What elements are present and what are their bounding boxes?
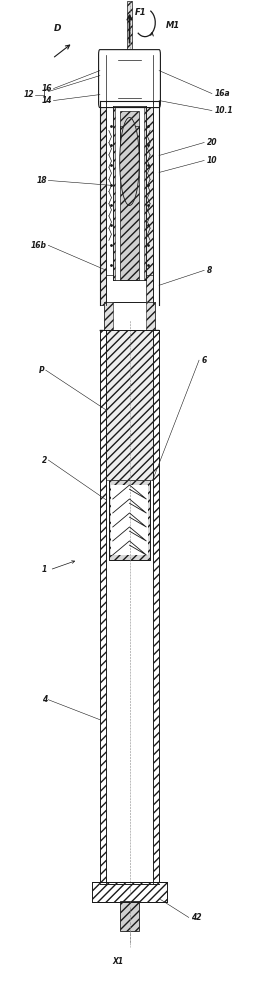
Text: 14: 14 [42, 96, 52, 105]
Text: 4: 4 [42, 695, 47, 704]
Text: 20: 20 [207, 138, 217, 147]
Text: P: P [39, 366, 45, 375]
Bar [127, 1, 132, 55]
Text: 42: 42 [191, 913, 202, 922]
Text: M1: M1 [166, 21, 180, 30]
Bar [118, 60, 141, 98]
Text: F1: F1 [135, 8, 146, 17]
Ellipse shape [120, 118, 139, 205]
Bar [100, 330, 159, 884]
Text: 6: 6 [202, 356, 207, 365]
Bar [104, 302, 155, 338]
Text: 10.1: 10.1 [214, 106, 233, 115]
Text: D: D [54, 24, 61, 33]
Bar [146, 302, 155, 338]
Bar [106, 330, 153, 884]
FancyBboxPatch shape [99, 50, 160, 108]
Text: X1: X1 [112, 957, 124, 966]
Text: 10: 10 [207, 156, 217, 165]
Bar [153, 55, 159, 103]
Bar [120, 111, 139, 280]
Bar [111, 485, 148, 555]
Bar [120, 901, 139, 931]
Bar [109, 480, 150, 560]
Text: 16: 16 [42, 84, 52, 93]
Text: 8: 8 [207, 266, 212, 275]
Text: 2: 2 [42, 456, 47, 465]
Text: 18: 18 [37, 176, 47, 185]
Text: 16b: 16b [31, 241, 47, 250]
Bar [120, 126, 139, 161]
Bar [109, 480, 150, 560]
Bar [100, 55, 106, 103]
Bar [100, 101, 106, 305]
Text: 12: 12 [24, 90, 34, 99]
Bar [92, 882, 167, 902]
Bar [144, 106, 146, 280]
Bar [146, 101, 153, 305]
Bar [106, 330, 153, 480]
Polygon shape [155, 330, 159, 338]
Polygon shape [100, 330, 104, 338]
Bar [113, 106, 115, 280]
Text: 1: 1 [42, 565, 47, 574]
Bar [104, 302, 113, 338]
Text: 16a: 16a [214, 89, 230, 98]
